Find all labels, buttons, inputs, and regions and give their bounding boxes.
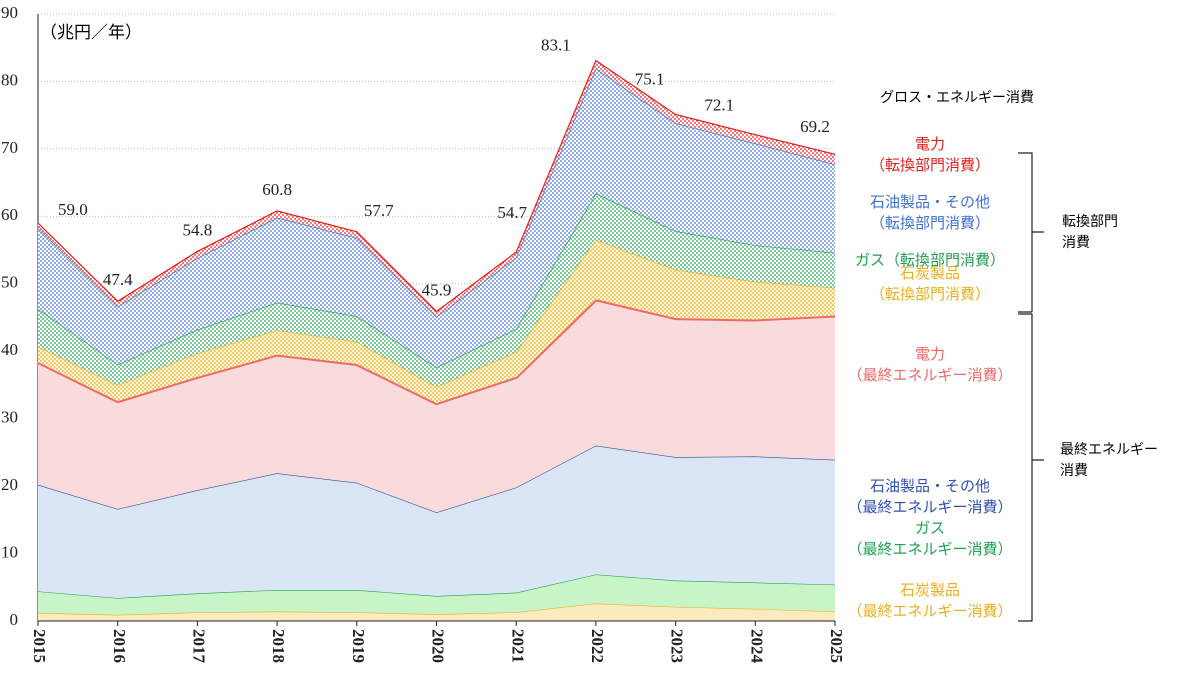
unit-label: （兆円／年） xyxy=(40,23,142,42)
y-tick-label: 80 xyxy=(1,70,18,89)
x-tick-label: 2017 xyxy=(189,629,208,664)
y-tick-label: 50 xyxy=(1,273,18,292)
x-tick-label: 2020 xyxy=(429,629,448,663)
total-label: 75.1 xyxy=(635,69,665,88)
x-tick-label: 2025 xyxy=(827,629,846,663)
y-tick-label: 40 xyxy=(1,340,18,359)
series-label: ガス（転換部門消費） xyxy=(854,251,1005,269)
series-label: 電力 （最終エネルギー消費） xyxy=(847,345,1013,384)
total-label: 72.1 xyxy=(704,96,734,115)
series-label: 石炭製品 （最終エネルギー消費） xyxy=(847,581,1013,620)
total-label: 60.8 xyxy=(262,180,292,199)
bracket-label: 最終エネルギー 消費 xyxy=(1060,442,1158,479)
y-tick-label: 10 xyxy=(1,542,18,561)
total-label: 45.9 xyxy=(422,280,452,299)
total-label: 57.7 xyxy=(364,201,394,220)
bracket-label: 転換部門 消費 xyxy=(1062,214,1118,251)
total-label: 54.7 xyxy=(497,203,527,222)
series-label: 石油製品・その他 （転換部門消費） xyxy=(869,193,990,232)
y-tick-label: 70 xyxy=(1,138,18,157)
x-tick-label: 2022 xyxy=(588,629,607,663)
y-tick-label: 20 xyxy=(1,475,18,494)
area xyxy=(38,574,835,615)
series-label: 石炭製品 （転換部門消費） xyxy=(869,264,990,303)
x-tick-label: 2018 xyxy=(269,629,288,663)
area xyxy=(38,603,835,621)
y-tick-label: 60 xyxy=(1,205,18,224)
total-label: 69.2 xyxy=(800,117,830,136)
gross-label: グロス・エネルギー消費 xyxy=(880,90,1034,106)
x-tick-label: 2021 xyxy=(508,629,527,663)
area xyxy=(38,68,835,368)
series-label: ガス （最終エネルギー消費） xyxy=(847,519,1013,558)
x-tick-label: 2023 xyxy=(668,629,687,663)
series-label: 石油製品・その他 （最終エネルギー消費） xyxy=(847,477,1013,516)
series-label: 電力 （転換部門消費） xyxy=(869,135,990,174)
total-label: 59.0 xyxy=(58,200,88,219)
total-label: 54.8 xyxy=(183,220,213,239)
area xyxy=(38,239,835,404)
area xyxy=(38,193,835,387)
x-tick-label: 2019 xyxy=(349,629,368,663)
total-label: 47.4 xyxy=(103,270,133,289)
x-tick-label: 2015 xyxy=(30,629,49,663)
area xyxy=(38,299,835,513)
bracket xyxy=(1018,152,1044,622)
y-tick-label: 90 xyxy=(1,3,18,22)
y-tick-label: 0 xyxy=(10,610,19,629)
x-tick-label: 2024 xyxy=(747,629,766,664)
total-label: 83.1 xyxy=(541,35,571,54)
x-tick-label: 2016 xyxy=(110,629,129,663)
area xyxy=(38,445,835,599)
y-tick-label: 30 xyxy=(1,408,18,427)
area-line xyxy=(37,59,836,313)
